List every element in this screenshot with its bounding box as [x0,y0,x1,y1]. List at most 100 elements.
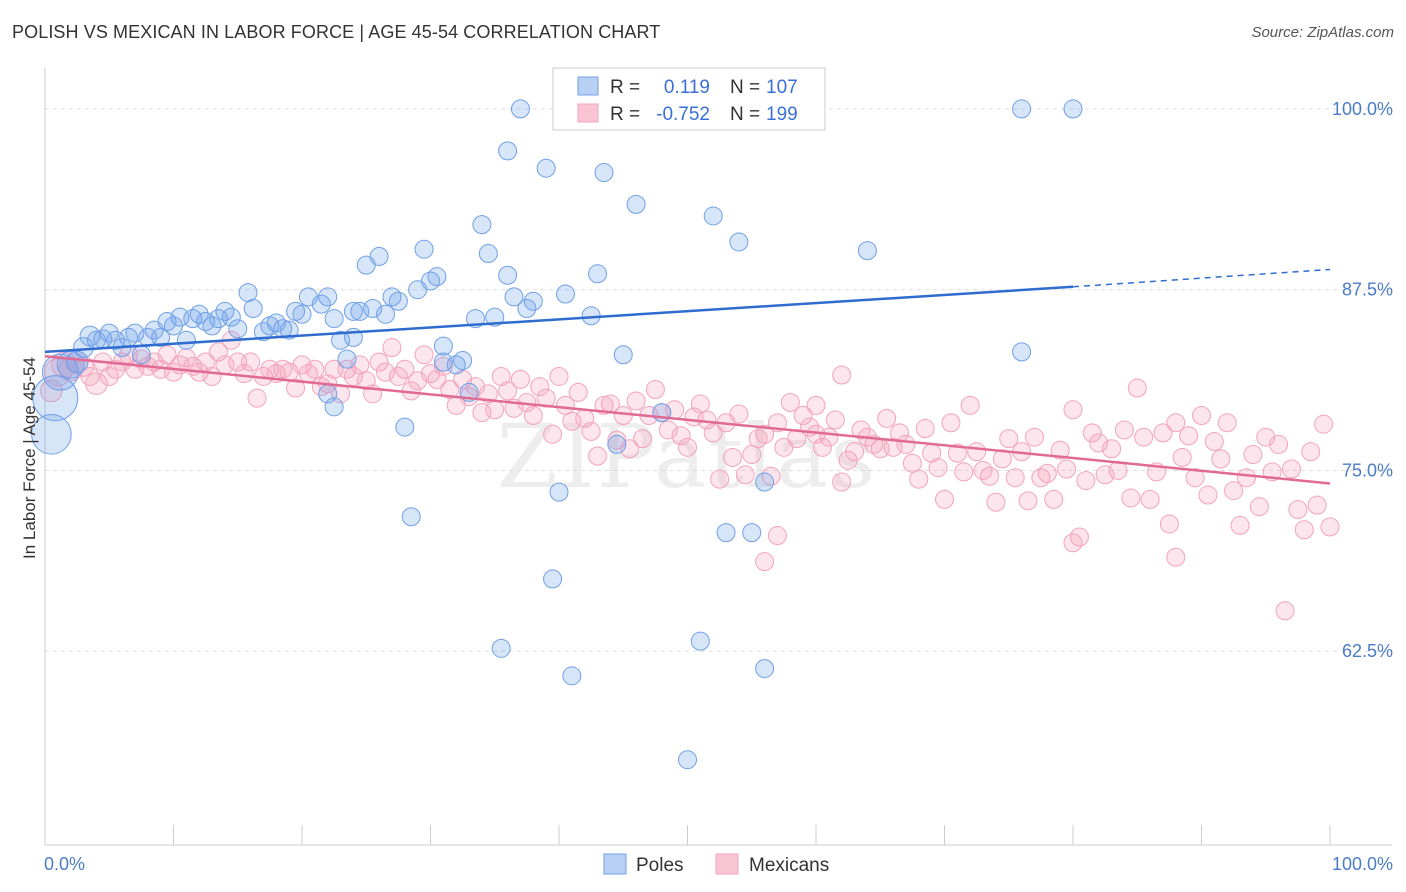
mexicans-point-186 [1236,468,1256,488]
poles-point-51 [363,298,383,318]
mexicans-point-149 [999,429,1019,449]
poles-point-44 [324,397,344,417]
trend-lines [44,268,1331,485]
poles-point-53 [376,304,396,324]
poles-point-97 [729,232,749,252]
mexicans-point-123 [832,472,852,492]
mexicans-point-147 [986,492,1006,512]
r-value-poles: 0.119 [664,77,710,98]
mexicans-point-58 [414,345,434,365]
poles-point-30 [238,283,258,303]
mexicans-point-173 [1153,423,1173,443]
points-layer [31,99,1340,770]
mexicans-point-99 [678,437,697,457]
poles-point-99 [755,472,775,492]
mexicans-point-47 [343,366,363,386]
mexicans-point-141 [947,443,967,463]
poles-point-0 [31,414,72,455]
mexicans-point-167 [1114,420,1134,440]
mexicans-point-115 [780,392,800,412]
mexicans-point-171 [1140,489,1160,509]
mexicans-point-81 [562,411,582,431]
poles-trend-extension [1072,268,1331,288]
mexicans-point-202 [1166,547,1186,567]
mexicans-point-111 [755,424,775,444]
poles-point-40 [311,294,331,314]
mexicans-point-195 [1294,520,1314,540]
poles-point-62 [433,352,453,372]
grid-lines [45,108,1392,652]
poles-point-31 [243,298,263,318]
mexicans-point-117 [793,406,813,426]
poles-trend-line [44,285,1074,354]
mexicans-point-161 [1076,471,1096,491]
mexicans-point-32 [247,388,267,408]
poles-point-29 [228,319,248,339]
mexicans-point-156 [1044,489,1064,509]
mexicans-point-71 [498,381,518,401]
poles-point-71 [491,638,511,658]
poles-point-56 [395,417,415,437]
poles-point-72 [498,265,518,285]
mexicans-point-75 [523,406,543,426]
mexicans-point-170 [1134,427,1154,447]
mexicans-point-85 [588,446,608,466]
mexicans-point-18 [157,345,177,365]
poles-point-96 [716,523,736,543]
x-tick-labels: 0.0% 100.0% [44,854,1393,874]
poles-point-28 [221,307,241,327]
mexicans-point-92 [633,429,653,449]
poles-point-45 [331,330,351,350]
poles-point-101 [857,241,877,261]
mexicans-point-119 [806,395,826,415]
mexicans-point-31 [241,352,261,372]
bottom-legend-swatch-mexicans [715,853,739,875]
poles-point-77 [523,291,543,311]
poles-point-4 [65,350,89,374]
poles-point-98 [742,523,762,543]
mexicans-point-180 [1198,485,1218,505]
mexicans-point-183 [1217,413,1237,433]
mexicans-point-165 [1102,439,1122,459]
mexicans-point-142 [954,462,974,482]
chart-title: POLISH VS MEXICAN IN LABOR FORCE | AGE 4… [12,22,661,42]
n-value-poles: 107 [766,77,798,98]
mexicans-point-198 [1314,414,1334,434]
mexicans-point-194 [1288,500,1308,520]
mexicans-point-14 [131,349,151,369]
poles-point-104 [1063,99,1083,119]
mexicans-point-9 [99,366,119,386]
poles-point-78 [536,158,556,178]
poles-point-90 [626,194,646,214]
poles-point-100 [755,659,775,679]
mexicans-point-187 [1243,445,1263,465]
mexicans-point-46 [337,359,357,379]
axes [44,68,1392,846]
mexicans-point-177 [1179,426,1199,446]
mexicans-point-79 [549,366,569,386]
poles-point-80 [549,482,569,502]
poles-point-65 [453,351,473,371]
mexicans-point-176 [1172,447,1192,467]
poles-point-93 [678,750,697,770]
mexicans-point-158 [1057,459,1077,479]
mexicans-point-53 [382,338,402,358]
poles-point-102 [1012,342,1032,362]
y-tick-labels: 62.5% 75.0% 87.5% 100.0% [1332,99,1393,661]
mexicans-point-205 [832,365,852,385]
mexicans-point-143 [960,395,980,415]
mexicans-point-131 [883,437,903,457]
mexicans-point-84 [581,421,601,441]
poles-point-95 [703,206,723,226]
poles-point-81 [555,284,575,304]
poles-point-36 [279,320,299,340]
poles-point-61 [427,267,447,287]
mexicans-point-133 [896,434,916,454]
mexicans-point-139 [935,489,954,509]
mexicans-point-76 [530,377,550,397]
mexicans-point-70 [491,366,511,386]
poles-point-49 [350,301,370,321]
poles-point-63 [433,336,453,356]
mexicans-point-178 [1185,468,1205,488]
